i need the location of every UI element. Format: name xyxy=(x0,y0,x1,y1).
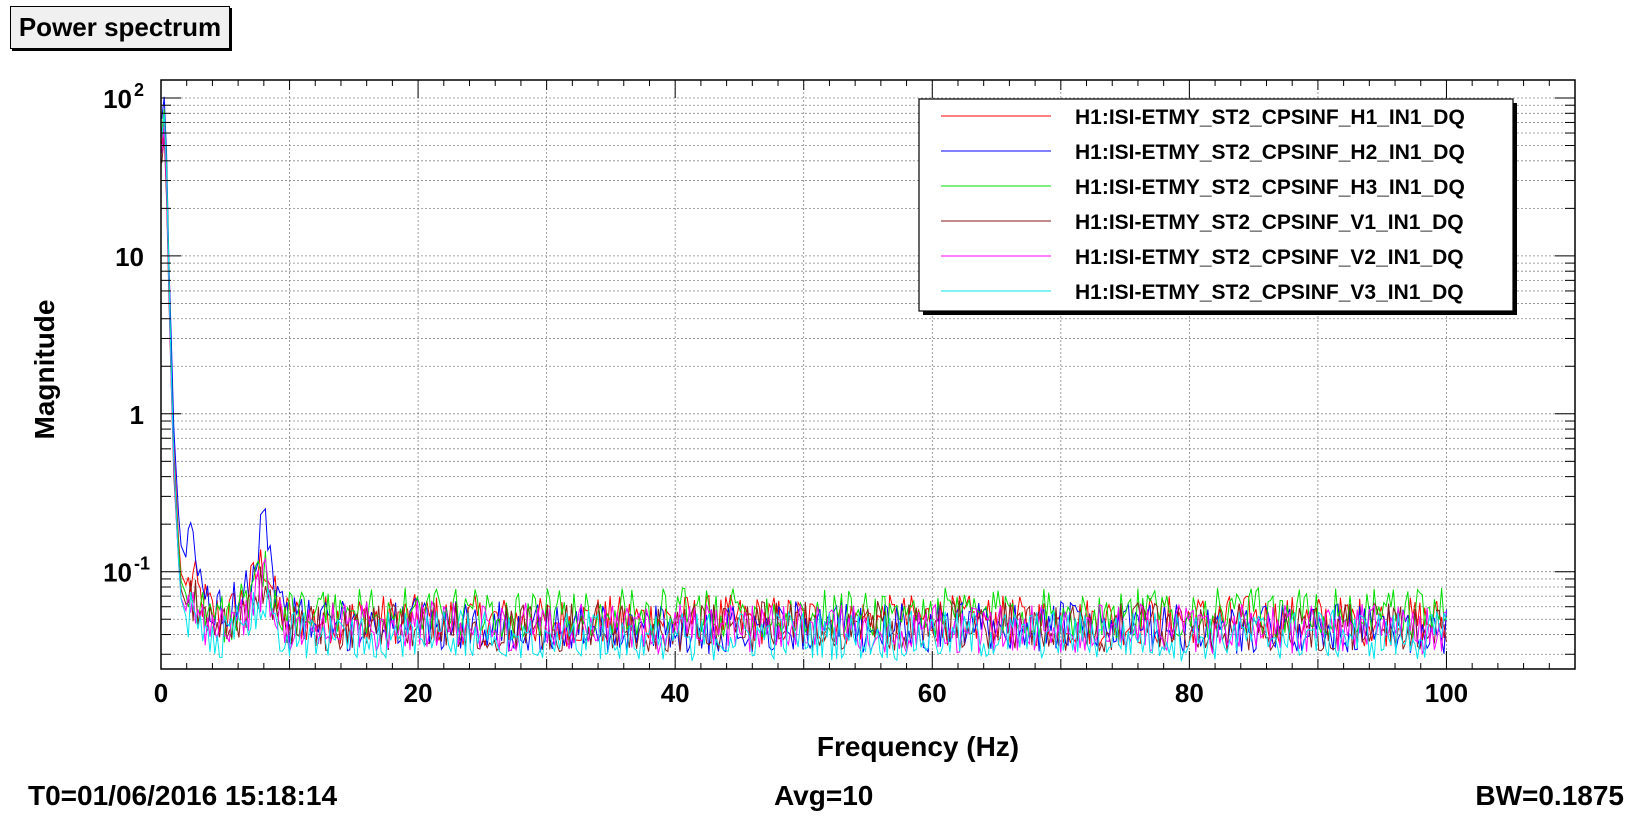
legend-box xyxy=(918,98,1514,312)
y-axis-label: Magnitude xyxy=(29,300,60,440)
chart-title: Power spectrum xyxy=(10,6,230,49)
y-tick-label: 10 xyxy=(115,242,144,272)
y-tick-exponent: -1 xyxy=(134,554,150,574)
x-tick-label: 20 xyxy=(404,678,433,708)
legend-label-H2: H1:ISI-ETMY_ST2_CPSINF_H2_IN1_DQ xyxy=(1075,141,1465,164)
avg-label: Avg=10 xyxy=(774,780,874,811)
legend-label-V3: H1:ISI-ETMY_ST2_CPSINF_V3_IN1_DQ xyxy=(1075,281,1464,304)
x-tick-label: 100 xyxy=(1425,678,1468,708)
series-line-V3 xyxy=(161,113,1447,662)
legend-label-V2: H1:ISI-ETMY_ST2_CPSINF_V2_IN1_DQ xyxy=(1075,246,1464,269)
x-tick-label: 40 xyxy=(661,678,690,708)
y-tick-label: 10 xyxy=(103,84,132,114)
plot-frame xyxy=(160,79,1576,670)
legend-label-H3: H1:ISI-ETMY_ST2_CPSINF_H3_IN1_DQ xyxy=(1075,176,1465,199)
y-tick-exponent: 2 xyxy=(134,80,144,100)
x-tick-label: 80 xyxy=(1175,678,1204,708)
series-line-H1 xyxy=(161,123,1447,647)
y-tick-label: 1 xyxy=(130,400,144,430)
x-tick-label: 0 xyxy=(154,678,168,708)
legend[interactable]: H1:ISI-ETMY_ST2_CPSINF_H1_IN1_DQ H1:ISI-E… xyxy=(918,98,1517,315)
x-tick-label: 60 xyxy=(918,678,947,708)
legend-label-H1: H1:ISI-ETMY_ST2_CPSINF_H1_IN1_DQ xyxy=(1075,106,1465,129)
y-tick-label: 10 xyxy=(103,558,132,588)
legend-label-V1: H1:ISI-ETMY_ST2_CPSINF_V1_IN1_DQ xyxy=(1075,211,1464,234)
series-layer xyxy=(161,96,1447,662)
t0-label: T0=01/06/2016 15:18:14 xyxy=(28,780,338,811)
x-axis-label: Frequency (Hz) xyxy=(817,731,1019,762)
bw-label: BW=0.1875 xyxy=(1475,780,1624,811)
